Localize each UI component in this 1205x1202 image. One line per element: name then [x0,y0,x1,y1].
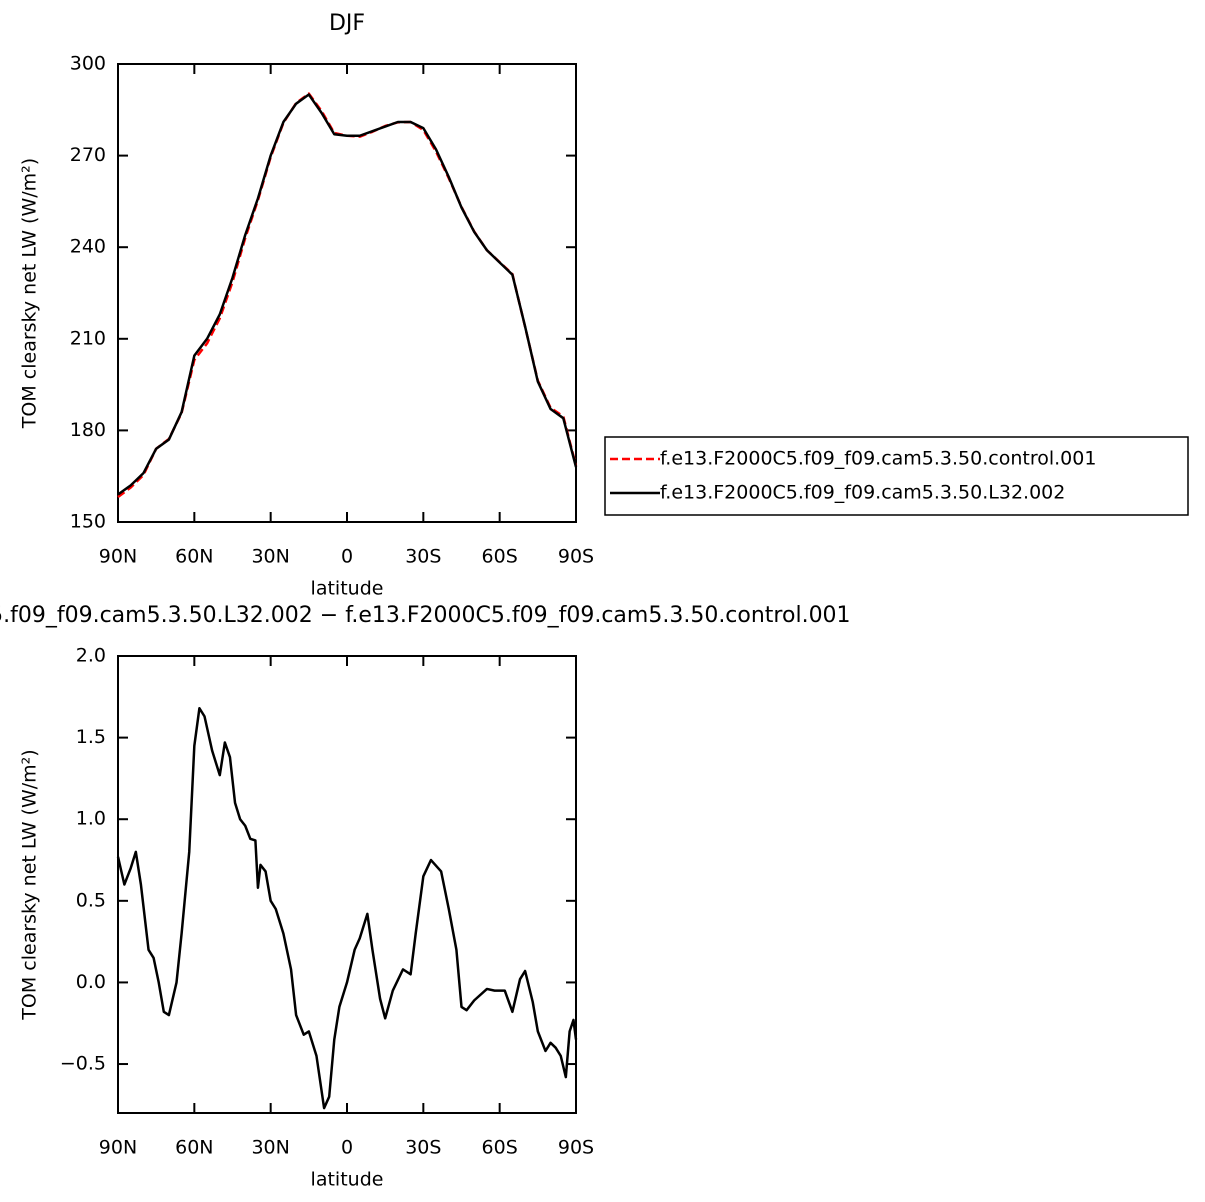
y-axis-label: TOM clearsky net LW (W/m²) [19,158,41,429]
y-axis-label: TOM clearsky net LW (W/m²) [19,749,41,1020]
chart-title: f.e13.F2000C5.f09_f09.cam5.3.50.L32.002 … [0,603,851,628]
y-tick-label: −0.5 [60,1053,106,1075]
y-tick-label: 150 [70,511,106,533]
x-tick-label: 60S [482,546,518,568]
legend-box [604,436,1189,516]
y-tick-label: 210 [70,327,106,349]
y-tick-label: 270 [70,144,106,166]
x-tick-label: 60N [175,546,213,568]
x-axis-label: latitude [311,1169,384,1191]
x-tick-label: 60N [175,1137,213,1159]
y-tick-label: 0.0 [76,971,106,993]
y-tick-label: 0.5 [76,889,106,911]
x-tick-label: 30N [251,1137,289,1159]
y-tick-label: 300 [70,53,106,75]
x-tick-label: 60S [482,1137,518,1159]
legend-label: f.e13.F2000C5.f09_f09.cam5.3.50.control.… [660,448,1096,470]
x-tick-label: 90S [558,546,594,568]
x-tick-label: 30S [405,546,441,568]
series-line [116,706,578,1110]
plot-frame [117,655,577,1114]
x-tick-label: 0 [341,546,353,568]
y-tick-label: 2.0 [76,645,106,667]
plot-frame [117,63,577,523]
y-tick-label: 240 [70,236,106,258]
y-tick-label: 180 [70,419,106,441]
x-tick-label: 30S [405,1137,441,1159]
legend-label: f.e13.F2000C5.f09_f09.cam5.3.50.L32.002 [660,482,1065,504]
x-axis-label: latitude [311,578,384,600]
x-tick-label: 90S [558,1137,594,1159]
x-tick-label: 0 [341,1137,353,1159]
x-tick-label: 90N [99,546,137,568]
x-tick-label: 90N [99,1137,137,1159]
y-tick-label: 1.5 [76,726,106,748]
y-tick-label: 1.0 [76,808,106,830]
x-tick-label: 30N [251,546,289,568]
series-line [117,92,578,498]
series-line [117,93,578,496]
chart-title: DJF [329,11,365,36]
